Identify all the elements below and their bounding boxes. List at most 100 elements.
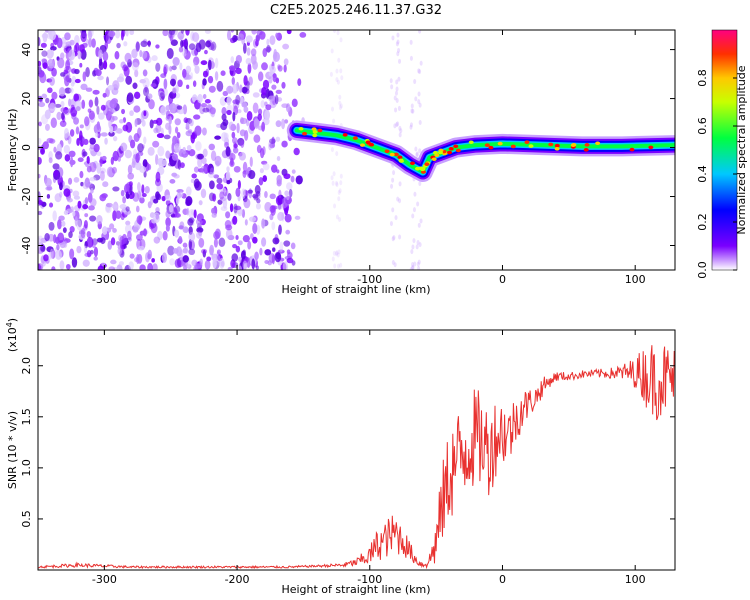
noise-blob xyxy=(337,196,341,202)
noise-blob xyxy=(219,191,225,200)
noise-blob xyxy=(112,267,120,270)
ridge-hotspot xyxy=(437,150,443,155)
noise-blob xyxy=(120,213,125,221)
spectrogram-y-ticks: -40 -20 0 20 40 xyxy=(20,43,675,254)
noise-blob xyxy=(217,199,223,205)
noise-blob xyxy=(261,87,267,96)
noise-blob xyxy=(137,182,141,192)
noise-blob xyxy=(275,195,283,206)
noise-blob xyxy=(179,62,183,71)
noise-blob xyxy=(204,259,211,270)
noise-blob xyxy=(213,231,220,240)
noise-blob xyxy=(108,30,116,38)
noise-blob xyxy=(282,43,290,50)
noise-blob xyxy=(175,213,180,218)
noise-blob xyxy=(110,237,116,246)
noise-blob xyxy=(38,121,42,127)
noise-blob xyxy=(396,51,400,57)
noise-blob xyxy=(332,250,336,256)
noise-blob xyxy=(337,249,341,255)
noise-blob xyxy=(252,223,258,234)
noise-blob xyxy=(221,131,228,142)
noise-blob xyxy=(187,129,193,134)
noise-blob xyxy=(262,175,268,183)
noise-blob xyxy=(419,218,423,224)
noise-blob xyxy=(72,190,80,197)
noise-blob xyxy=(147,40,151,48)
noise-blob xyxy=(165,210,171,218)
noise-blob xyxy=(59,260,65,270)
ridge-hotspot xyxy=(488,145,494,150)
noise-blob xyxy=(63,144,71,154)
noise-blob xyxy=(38,263,41,270)
noise-blob xyxy=(95,69,102,77)
noise-blob xyxy=(211,207,216,214)
noise-blob xyxy=(99,170,105,181)
noise-blob xyxy=(208,143,216,151)
noise-blob xyxy=(83,245,88,254)
noise-blob xyxy=(207,163,214,175)
noise-blob xyxy=(274,94,279,105)
noise-blob xyxy=(235,67,242,75)
noise-blob xyxy=(88,205,95,211)
noise-blob xyxy=(38,173,41,179)
noise-blob xyxy=(47,58,55,67)
noise-blob xyxy=(147,93,153,100)
noise-blob xyxy=(177,79,183,88)
snr-x-label: Height of straight line (km) xyxy=(281,583,430,596)
noise-blob xyxy=(248,170,256,180)
noise-blob xyxy=(159,92,165,102)
noise-blob xyxy=(233,165,241,173)
noise-blob xyxy=(93,246,99,257)
noise-blob xyxy=(98,61,104,71)
noise-blob xyxy=(38,157,42,165)
noise-blob xyxy=(224,220,232,229)
noise-blob xyxy=(187,218,194,226)
noise-blob xyxy=(256,198,261,204)
noise-blob xyxy=(410,249,414,255)
noise-blob xyxy=(213,238,218,248)
noise-blob xyxy=(252,102,259,114)
noise-blob xyxy=(79,130,83,141)
noise-blob xyxy=(144,186,150,194)
noise-blob xyxy=(188,232,196,242)
noise-blob xyxy=(105,100,113,110)
noise-blob xyxy=(46,246,54,253)
noise-blob xyxy=(277,64,281,70)
noise-blob xyxy=(252,236,258,244)
x-tick-label: 0 xyxy=(499,273,506,286)
noise-blob xyxy=(333,203,337,209)
noise-blob xyxy=(193,209,197,219)
noise-blob xyxy=(418,30,422,34)
noise-blob xyxy=(55,236,60,245)
noise-blob xyxy=(155,117,163,126)
noise-blob xyxy=(233,203,238,214)
noise-blob xyxy=(177,159,182,170)
noise-blob xyxy=(63,240,68,248)
noise-blob xyxy=(38,65,42,74)
noise-blob xyxy=(253,194,259,201)
noise-blob xyxy=(235,94,241,106)
noise-blob xyxy=(102,51,109,62)
noise-blob xyxy=(56,111,62,121)
noise-blob xyxy=(179,162,185,169)
noise-blob xyxy=(96,215,103,225)
noise-blob xyxy=(114,51,120,60)
noise-blob xyxy=(65,263,71,270)
noise-blob xyxy=(214,155,222,167)
noise-blob xyxy=(285,192,290,201)
noise-blob xyxy=(89,176,97,182)
noise-blob xyxy=(60,100,65,108)
noise-blob xyxy=(63,127,69,139)
noise-blob xyxy=(271,84,277,90)
noise-blob xyxy=(163,64,169,73)
noise-blob xyxy=(339,262,343,268)
noise-blob xyxy=(276,169,280,174)
noise-blob xyxy=(81,99,86,109)
noise-blob xyxy=(93,143,100,153)
ridge-hotspot xyxy=(468,140,474,145)
noise-blob xyxy=(262,163,270,171)
noise-blob xyxy=(162,30,169,37)
ridge-hotspot xyxy=(424,162,430,166)
noise-blob xyxy=(415,151,419,157)
